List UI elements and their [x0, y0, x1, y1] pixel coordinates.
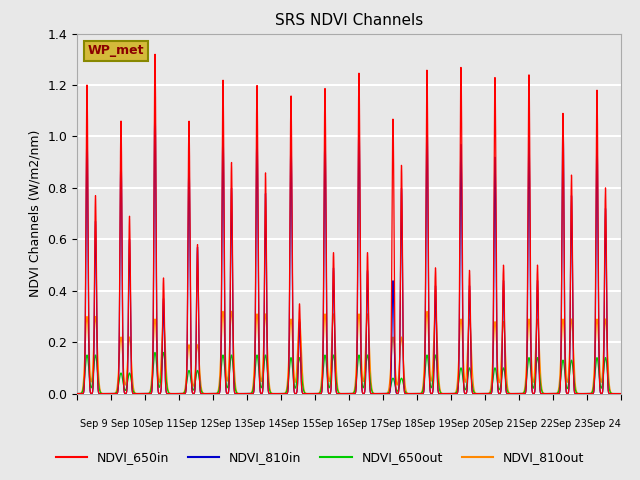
Text: Sep 10: Sep 10	[111, 419, 145, 429]
Text: Sep 19: Sep 19	[417, 419, 451, 429]
Text: Sep 14: Sep 14	[247, 419, 281, 429]
Text: Sep 13: Sep 13	[213, 419, 246, 429]
Text: Sep 17: Sep 17	[349, 419, 383, 429]
Text: Sep 21: Sep 21	[485, 419, 519, 429]
Text: WP_met: WP_met	[88, 44, 144, 58]
Title: SRS NDVI Channels: SRS NDVI Channels	[275, 13, 423, 28]
Text: Sep 15: Sep 15	[281, 419, 315, 429]
Text: Sep 12: Sep 12	[179, 419, 212, 429]
Y-axis label: NDVI Channels (W/m2/nm): NDVI Channels (W/m2/nm)	[29, 130, 42, 297]
Text: Sep 23: Sep 23	[553, 419, 587, 429]
Text: Sep 20: Sep 20	[451, 419, 484, 429]
Text: Sep 24: Sep 24	[587, 419, 621, 429]
Text: Sep 18: Sep 18	[383, 419, 417, 429]
Legend: NDVI_650in, NDVI_810in, NDVI_650out, NDVI_810out: NDVI_650in, NDVI_810in, NDVI_650out, NDV…	[51, 446, 589, 469]
Text: Sep 22: Sep 22	[519, 419, 553, 429]
Text: Sep 16: Sep 16	[315, 419, 349, 429]
Text: Sep 9: Sep 9	[80, 419, 108, 429]
Text: Sep 11: Sep 11	[145, 419, 179, 429]
